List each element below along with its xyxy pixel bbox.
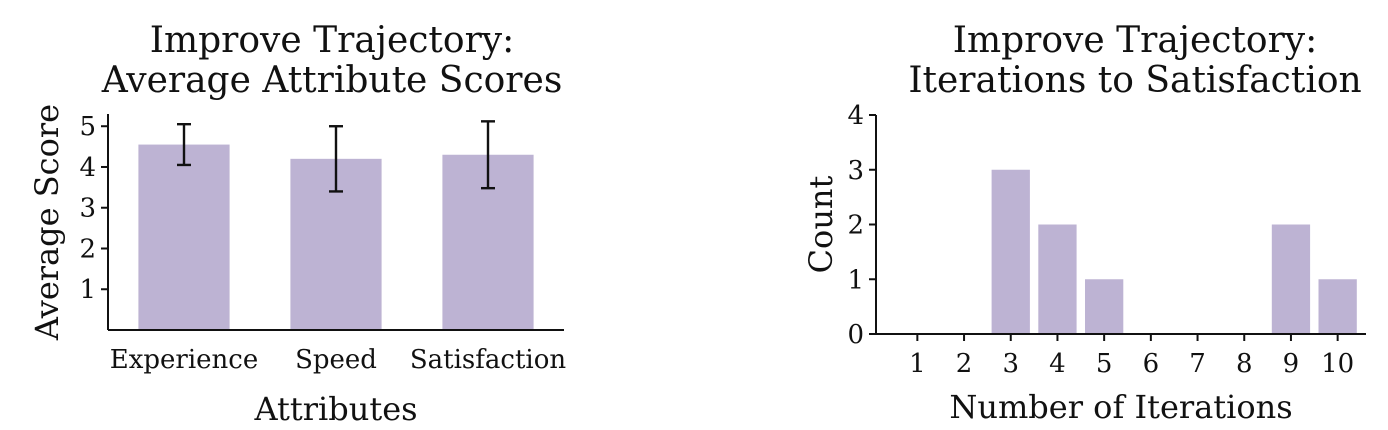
average-scores-svg: Improve Trajectory:Average Attribute Sco… bbox=[28, 20, 567, 428]
bar bbox=[1085, 279, 1124, 334]
iterations-chart: Improve Trajectory: Iterations to Satisfa… bbox=[694, 0, 1388, 430]
bar bbox=[138, 144, 230, 330]
chart-title-line: Average Attribute Scores bbox=[101, 60, 563, 101]
x-tick-label: 7 bbox=[1189, 349, 1206, 379]
y-tick-label: 2 bbox=[847, 211, 864, 241]
x-tick-label: Experience bbox=[110, 345, 259, 375]
y-tick-label: 3 bbox=[847, 156, 864, 186]
y-tick-label: 0 bbox=[847, 320, 864, 350]
y-tick-label: 3 bbox=[79, 194, 96, 224]
x-tick-label: 4 bbox=[1049, 349, 1066, 379]
bar bbox=[1318, 279, 1357, 334]
y-axis-label: Average Score bbox=[28, 104, 66, 341]
y-tick-label: 2 bbox=[79, 234, 96, 264]
chart-title-line: Improve Trajectory: bbox=[953, 20, 1318, 61]
y-tick-label: 1 bbox=[847, 265, 864, 295]
bar bbox=[991, 169, 1030, 334]
y-tick-label: 4 bbox=[847, 101, 864, 131]
x-tick-label: 6 bbox=[1143, 349, 1160, 379]
y-tick-label: 5 bbox=[79, 112, 96, 142]
chart-title-line: Improve Trajectory: bbox=[150, 20, 515, 61]
y-tick-label: 1 bbox=[79, 275, 96, 305]
average-scores-chart: Improve Trajectory: Average Attribute Sco… bbox=[28, 20, 567, 428]
x-tick-label: 1 bbox=[909, 349, 926, 379]
x-tick-label: Speed bbox=[295, 345, 377, 375]
x-tick-label: 8 bbox=[1236, 349, 1253, 379]
x-tick-label: 10 bbox=[1321, 349, 1354, 379]
y-axis-label: Count bbox=[802, 175, 840, 273]
x-axis-label: Number of Iterations bbox=[949, 388, 1292, 426]
x-tick-label: 5 bbox=[1096, 349, 1113, 379]
x-tick-label: 3 bbox=[1002, 349, 1019, 379]
y-tick-label: 4 bbox=[79, 153, 96, 183]
bar bbox=[1038, 224, 1077, 334]
x-axis-label: Attributes bbox=[253, 390, 417, 428]
x-tick-label: 9 bbox=[1283, 349, 1300, 379]
bar bbox=[1271, 224, 1311, 334]
iterations-svg: Improve Trajectory:Iterations to Satisfa… bbox=[802, 20, 1366, 426]
x-tick-label: Satisfaction bbox=[410, 345, 567, 375]
x-tick-label: 2 bbox=[956, 349, 973, 379]
chart-title-line: Iterations to Satisfaction bbox=[908, 60, 1361, 101]
